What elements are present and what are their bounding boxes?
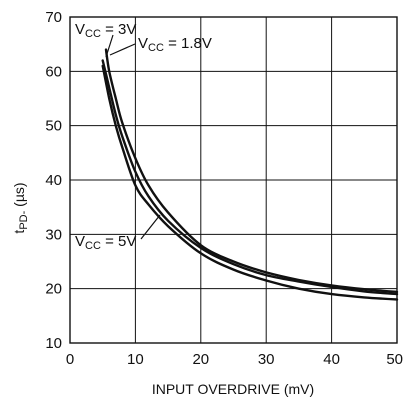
y-axis-title-subscript: PD- <box>18 210 30 229</box>
y-tick-label-5: 60 <box>45 63 62 80</box>
x-tick-label-2: 20 <box>192 351 209 368</box>
annotation-leader-vcc-5v <box>140 214 161 240</box>
annotation-leader-vcc-1-8v <box>109 43 136 56</box>
annotation-vcc-1-8v: VCC = 1.8V <box>138 35 212 54</box>
y-tick-label-4: 50 <box>45 118 62 135</box>
y-tick-label-6: 70 <box>45 9 62 26</box>
plot-frame <box>69 16 398 344</box>
y-tick-label-1: 20 <box>45 281 62 298</box>
grid <box>69 16 398 344</box>
annotation-vcc-5v-sub: CC <box>85 240 101 252</box>
x-tick-label-4: 40 <box>323 351 340 368</box>
y-tick-label-0: 10 <box>45 335 62 352</box>
x-tick-label-3: 30 <box>258 351 275 368</box>
x-tick-label-1: 10 <box>127 351 144 368</box>
series-vcc-5v-line <box>101 64 399 301</box>
annotation-vcc-5v: VCC = 5V <box>75 233 136 252</box>
annotation-leader-vcc-3v <box>105 34 114 58</box>
y-axis-title-unit: (µs) <box>11 182 27 210</box>
annotation-vcc-3v-rest: = 3V <box>101 21 136 38</box>
annotation-vcc-5v-rest: = 5V <box>101 233 136 250</box>
annotation-vcc-1-8v-main: V <box>138 35 148 52</box>
y-tick-label-3: 40 <box>45 172 62 189</box>
x-axis-title: INPUT OVERDRIVE (mV) <box>152 381 314 397</box>
annotation-vcc-5v-main: V <box>75 233 85 250</box>
x-tick-label-5: 50 <box>386 351 403 368</box>
y-axis-title-main: t <box>11 230 27 234</box>
annotation-vcc-3v-main: V <box>75 21 85 38</box>
x-tick-label-0: 0 <box>66 351 74 368</box>
y-axis-title: tPD- (µs) <box>11 182 30 233</box>
annotation-vcc-1-8v-rest: = 1.8V <box>164 35 212 52</box>
annotation-vcc-1-8v-sub: CC <box>148 42 164 54</box>
series-vcc-1-8v-line <box>104 48 399 294</box>
annotation-vcc-3v: VCC = 3V <box>75 21 136 40</box>
y-tick-label-2: 30 <box>45 226 62 243</box>
curves <box>101 48 399 301</box>
annotation-vcc-3v-sub: CC <box>85 28 101 40</box>
series-vcc-3v-line <box>101 59 399 296</box>
